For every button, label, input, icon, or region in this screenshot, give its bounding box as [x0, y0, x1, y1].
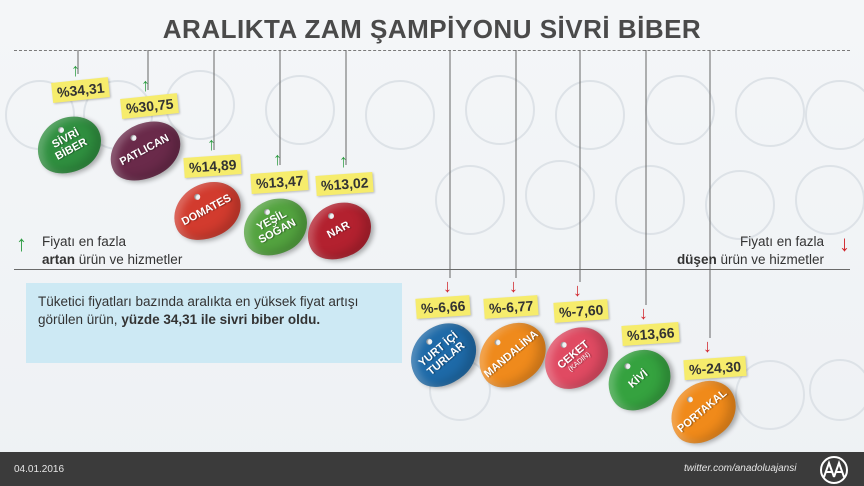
product-tag: YEŞİL SOĞAN — [233, 187, 317, 267]
top-dashed-divider — [14, 50, 850, 51]
product-name: KİVİ — [626, 367, 651, 391]
info-box: Tüketici fiyatları bazında aralıkta en y… — [26, 283, 402, 363]
tag-hole — [493, 338, 502, 347]
legend-rest: ürün ve hizmetler — [75, 251, 183, 267]
product-tag: PORTAKAL — [658, 368, 748, 456]
up-arrow-icon: ↑ — [71, 60, 80, 80]
middle-divider — [14, 269, 850, 270]
down-arrow-icon: ↓ — [639, 303, 648, 323]
tag-hole — [623, 361, 632, 371]
tag-hole — [685, 395, 695, 404]
legend-bold: artan — [42, 251, 76, 267]
product-name: DOMATES — [179, 192, 234, 229]
product-name: YEŞİL SOĞAN — [255, 208, 298, 247]
tag-hole — [193, 192, 202, 201]
info-bold-text: yüzde 34,31 ile sivri biber oldu. — [121, 312, 321, 328]
product-tag: MANDALİNA — [465, 309, 559, 401]
tag-hole — [425, 337, 434, 346]
percent-label: %30,75 — [120, 93, 180, 119]
percent-label: %13,47 — [250, 170, 310, 194]
percent-label: %13,66 — [621, 322, 681, 346]
down-arrow-icon: ↓ — [839, 231, 850, 256]
up-arrow-icon: ↑ — [16, 231, 27, 256]
percent-label: %-6,66 — [415, 295, 471, 319]
percent-label: %-24,30 — [683, 355, 747, 381]
product-tag: YURT İÇİ TURLAR — [397, 310, 489, 400]
legend-line1: Fiyatı en fazla — [42, 234, 127, 249]
legend-bold: düşen — [676, 251, 717, 267]
percent-label: %-6,77 — [483, 295, 539, 319]
product-name: SİVRİ BİBER — [50, 127, 90, 163]
product-name: PORTAKAL — [675, 387, 730, 436]
aa-logo-icon — [820, 456, 848, 484]
percent-label: %14,89 — [183, 154, 243, 178]
up-arrow-icon: ↑ — [141, 75, 150, 95]
product-tag: KİVİ — [595, 337, 683, 423]
legend-increase-text: Fiyatı en fazla artan ürün ve hizmetler — [42, 233, 242, 268]
product-name: MANDALİNA — [482, 328, 541, 381]
footer-date: 04.01.2016 — [14, 464, 65, 475]
percent-label: %13,02 — [315, 172, 375, 196]
product-name: YURT İÇİ TURLAR — [416, 330, 468, 378]
page-title: ARALIKTA ZAM ŞAMPİYONU SİVRİ BİBER — [162, 14, 702, 44]
percent-label: %-7,60 — [553, 299, 609, 323]
down-arrow-icon: ↓ — [509, 276, 518, 296]
up-arrow-icon: ↑ — [273, 149, 282, 169]
legend-decrease-text: Fiyatı en fazla düşen ürün ve hizmetler — [624, 233, 824, 268]
twitter-link[interactable]: twitter.com/anadoluajansi — [684, 463, 797, 474]
up-arrow-icon: ↑ — [207, 134, 216, 154]
product-tag: NAR — [297, 191, 381, 271]
legend-line1: Fiyatı en fazla — [739, 234, 824, 249]
product-tag: SİVRİ BİBER — [27, 105, 111, 185]
tag-hole — [129, 133, 138, 142]
product-name: NAR — [325, 219, 352, 242]
footer-bar: 04.01.2016 twitter.com/anadoluajansi — [0, 452, 864, 486]
legend-rest: ürün ve hizmetler — [716, 251, 824, 267]
percent-label: %34,31 — [51, 77, 111, 103]
info-text: Tüketici fiyatları bazında aralıkta en y… — [38, 294, 359, 328]
tag-hole — [559, 340, 568, 350]
down-arrow-icon: ↓ — [573, 280, 582, 300]
product-tag: PATLICAN — [99, 109, 191, 193]
down-arrow-icon: ↓ — [443, 276, 452, 296]
tag-hole — [326, 211, 336, 221]
down-arrow-icon: ↓ — [703, 336, 712, 356]
up-arrow-icon: ↑ — [339, 151, 348, 171]
product-tag: CEKET (KADIN) — [531, 314, 621, 402]
product-name: PATLICAN — [117, 132, 172, 169]
